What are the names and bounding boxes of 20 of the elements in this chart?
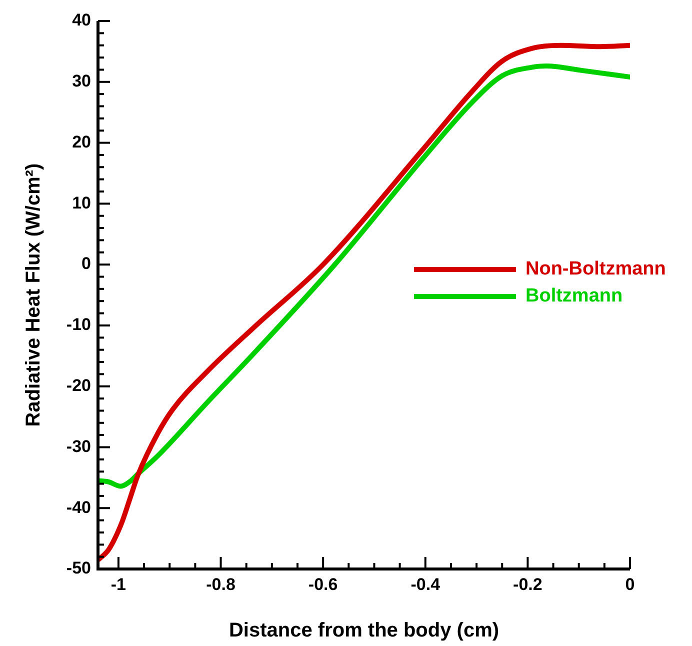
- x-tick-label: -0.2: [513, 575, 542, 594]
- y-tick-label: 0: [82, 254, 91, 274]
- y-tick-label: 40: [72, 10, 91, 30]
- y-tick-label: -30: [66, 436, 91, 456]
- y-axis-title: Radiative Heat Flux (W/cm²): [22, 163, 45, 427]
- y-tick-label: 10: [72, 193, 91, 212]
- y-tick-label: 20: [72, 132, 91, 152]
- y-tick-label: -20: [66, 376, 91, 396]
- y-tick-label: 30: [72, 72, 91, 91]
- x-tick-label: -1: [110, 575, 126, 594]
- text: Non-Boltzmann: [526, 258, 666, 280]
- y-tick-label: -40: [66, 498, 91, 517]
- x-tick-label: -0.8: [206, 575, 236, 594]
- x-tick-label: 0: [625, 575, 635, 594]
- text: Boltzmann: [526, 286, 623, 307]
- x-axis-title: Distance from the body (cm): [228, 620, 500, 642]
- y-tick-label: -50: [66, 558, 91, 578]
- x-tick-label: -0.4: [410, 575, 441, 594]
- y-tick-label: -10: [66, 315, 91, 334]
- x-tick-label: -0.6: [308, 575, 338, 594]
